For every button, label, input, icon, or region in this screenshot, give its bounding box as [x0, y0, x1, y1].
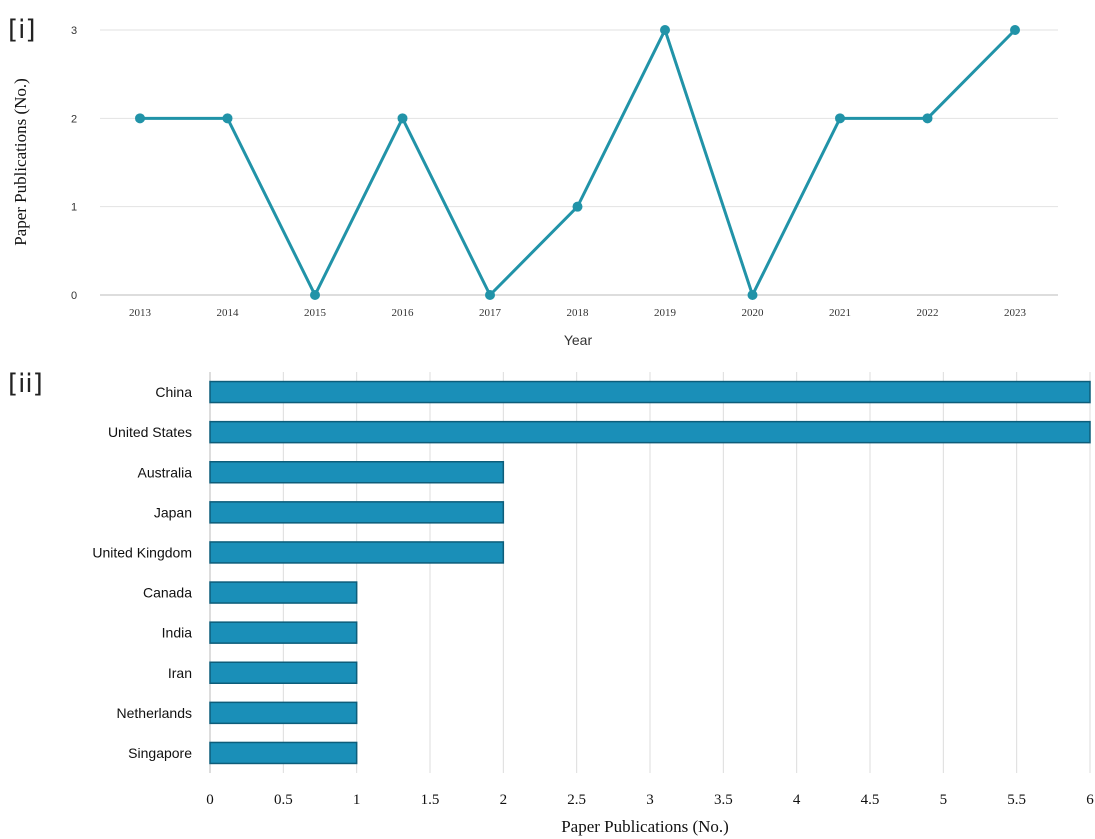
line-chart-point: [660, 25, 670, 35]
bar-chart-category-label: United States: [108, 424, 192, 440]
line-chart-x-tick-label: 2020: [742, 307, 765, 319]
line-chart-y-tick-label: 2: [71, 113, 77, 125]
line-chart-point: [397, 113, 408, 124]
line-chart-y-ticks: 0 1 2 3: [71, 25, 77, 302]
line-chart-point: [572, 201, 583, 212]
line-chart-point: [747, 290, 758, 300]
bar-chart-x-tick-label: 4: [793, 792, 801, 808]
bar-chart-x-tick-label: 6: [1086, 792, 1094, 808]
bar-chart-x-tick-label: 4.5: [861, 792, 880, 808]
bar-chart-category-label: Canada: [143, 585, 192, 601]
line-chart-point: [485, 290, 495, 300]
bar-chart-x-tick-label: 2: [500, 792, 508, 808]
bar-chart-bar: [209, 741, 358, 765]
bar-chart-category-label: Japan: [154, 504, 192, 520]
line-chart-y-tick-label: 1: [71, 202, 77, 214]
line-chart-point: [1010, 25, 1020, 35]
bar-chart-category-label: China: [155, 384, 192, 400]
line-chart-point: [835, 113, 845, 124]
bar-chart-bar: [209, 581, 358, 604]
bar-chart-category-label: Iran: [168, 665, 192, 681]
line-chart-x-tick-label: 2018: [567, 307, 590, 319]
bar-chart-x-tick-label: 1.5: [421, 792, 440, 808]
line-chart-x-ticks: 2013 2014 2015 2016 2017 2018 2019 2020 2021 2022…: [129, 307, 1027, 319]
line-chart-x-tick-label: 2015: [304, 307, 327, 319]
line-chart-y-tick-label: 3: [71, 25, 77, 37]
line-chart-x-tick-label: 2022: [917, 307, 939, 319]
bar-chart-x-tick-label: 5.5: [1007, 792, 1026, 808]
line-chart-x-tick-label: 2021: [829, 307, 851, 319]
line-chart-point: [135, 113, 145, 124]
panel-label-ii: [ii]: [8, 369, 43, 399]
line-chart-series: [135, 25, 1020, 300]
bar-chart-bar: [209, 380, 1091, 404]
bar-chart-category-label: Netherlands: [117, 705, 193, 721]
bar-chart-bars: [209, 380, 1091, 765]
line-chart-y-axis-title: Paper Publications (No.): [11, 78, 30, 246]
bar-chart-category-label: Singapore: [128, 745, 192, 761]
bar-chart-x-tick-label: 2.5: [567, 792, 586, 808]
bar-chart-bar: [209, 621, 358, 644]
line-chart-x-tick-label: 2023: [1004, 307, 1027, 319]
bar-chart-bar: [209, 701, 358, 725]
bar-chart-x-tick-label: 3: [646, 792, 654, 808]
line-chart-x-tick-label: 2019: [654, 307, 677, 319]
line-chart-x-tick-label: 2017: [479, 307, 502, 319]
line-chart-x-tick-label: 2014: [217, 307, 240, 319]
bar-chart-bar: [209, 661, 358, 684]
line-chart-point: [222, 113, 233, 124]
bar-chart-category-label: Australia: [138, 464, 193, 480]
bar-chart-category-labels: China United States Australia Japan United K…: [92, 384, 192, 761]
bar-chart-x-tick-label: 1: [353, 792, 361, 808]
line-chart-x-axis-title: Year: [564, 332, 593, 348]
line-chart-x-tick-label: 2013: [129, 307, 152, 319]
bar-chart-x-ticks: 0 0.5 1 1.5 2 2.5 3 3.5 4 4.5 5 5.5 6: [206, 792, 1094, 808]
line-chart-y-tick-label: 0: [71, 290, 77, 302]
line-chart-series-line: [140, 26, 1017, 299]
bar-chart-x-tick-label: 5: [940, 792, 948, 808]
panel-label-i: [i]: [8, 15, 36, 45]
line-chart-grid: [100, 29, 1058, 296]
bar-chart-category-label: India: [162, 625, 193, 641]
line-chart-x-tick-label: 2016: [392, 307, 415, 319]
line-chart-point: [922, 113, 933, 124]
bar-chart-x-tick-label: 0: [206, 792, 214, 808]
bar-chart-x-tick-label: 3.5: [714, 792, 733, 808]
bar-chart-x-axis-title: Paper Publications (No.): [561, 817, 729, 836]
bar-chart-category-label: United Kingdom: [92, 544, 192, 560]
line-chart-point: [310, 290, 320, 300]
bar-chart-x-tick-label: 0.5: [274, 792, 293, 808]
bar-chart-bar: [209, 501, 505, 524]
bar-chart-bar: [209, 541, 505, 564]
bar-chart-bar: [209, 420, 1091, 444]
bar-chart-bar: [209, 461, 505, 484]
